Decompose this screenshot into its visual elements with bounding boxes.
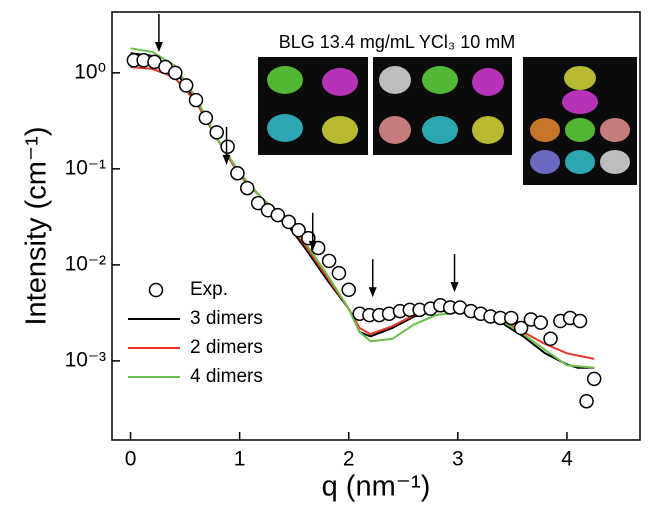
legend-label: 2 dimers <box>190 337 263 358</box>
x-tick-label: 3 <box>452 448 464 471</box>
x-tick-label: 4 <box>561 448 573 471</box>
x-tick-label: 2 <box>343 448 355 471</box>
data-point <box>342 283 355 296</box>
arrow-head <box>155 42 163 52</box>
y-tick-label: 10⁻³ <box>65 348 106 371</box>
protein-blob <box>267 114 303 142</box>
data-point <box>588 372 601 385</box>
protein-blob <box>530 118 560 142</box>
protein-blob <box>422 116 458 144</box>
y-tick-label: 10⁻¹ <box>65 156 106 179</box>
protein-blob <box>422 66 458 94</box>
legend-label: Exp. <box>190 279 228 300</box>
protein-blob <box>564 66 596 90</box>
protein-blob <box>472 116 504 144</box>
protein-blob <box>322 116 358 144</box>
legend-label: 3 dimers <box>190 308 263 329</box>
protein-blob <box>379 116 411 144</box>
protein-blob <box>562 90 598 114</box>
x-tick-label: 0 <box>125 448 137 471</box>
data-point <box>180 79 193 92</box>
data-point <box>534 316 547 329</box>
annotation: BLG 13.4 mg/mL YCl₃ 10 mM <box>279 32 515 52</box>
data-point <box>505 311 518 324</box>
arrow-head <box>369 287 377 297</box>
data-point <box>231 167 244 180</box>
data-point <box>323 254 336 267</box>
arrow-head <box>451 282 459 292</box>
data-point <box>544 332 557 345</box>
protein-blob <box>322 68 358 96</box>
protein-blob <box>600 150 630 174</box>
inset-images <box>258 57 637 185</box>
data-point <box>210 126 223 139</box>
protein-blob <box>600 118 630 142</box>
data-point <box>580 395 593 408</box>
protein-blob <box>472 68 504 96</box>
data-point <box>241 182 254 195</box>
data-point <box>574 315 587 328</box>
data-point <box>332 267 345 280</box>
data-point <box>190 94 203 107</box>
x-axis-label: q (nm⁻¹) <box>322 471 431 503</box>
y-axis-label: Intensity (cm⁻¹) <box>21 127 53 326</box>
protein-blob <box>379 66 411 94</box>
legend-marker <box>150 284 163 297</box>
protein-blob <box>565 118 595 142</box>
protein-blob <box>565 150 595 174</box>
data-point <box>169 66 182 79</box>
protein-blob <box>267 66 303 94</box>
y-tick-label: 10⁰ <box>74 60 106 83</box>
chart: BLG 13.4 mg/mL YCl₃ 10 mM q (nm⁻¹) Inten… <box>0 0 651 505</box>
data-point <box>221 140 234 153</box>
x-tick-label: 1 <box>234 448 246 471</box>
y-tick-label: 10⁻² <box>65 252 106 275</box>
data-point <box>199 111 212 124</box>
legend-label: 4 dimers <box>190 366 263 387</box>
protein-blob <box>530 150 560 174</box>
